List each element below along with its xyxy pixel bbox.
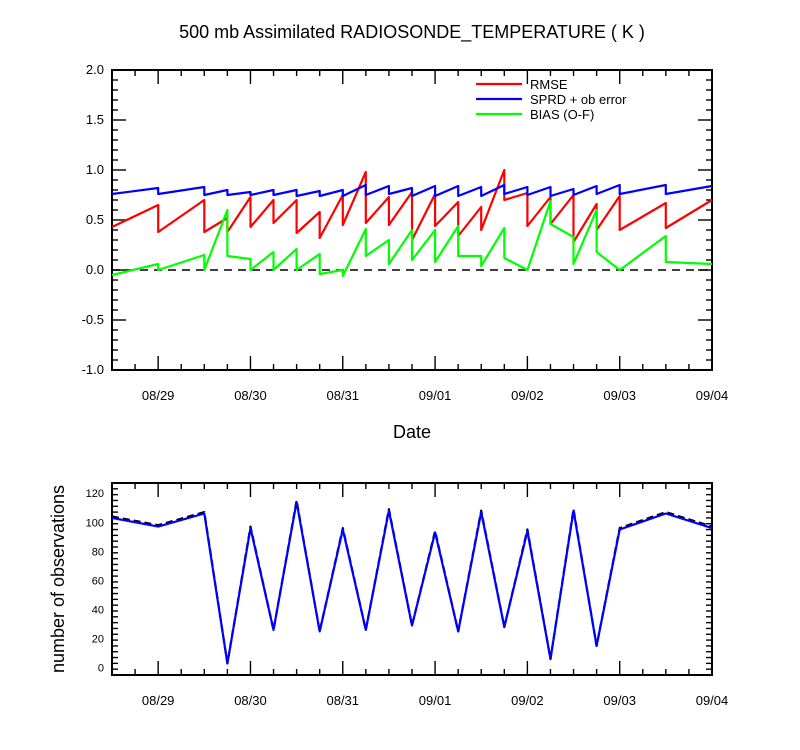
- y-tick-label: 120: [86, 488, 104, 500]
- x-tick-label: 08/30: [234, 388, 267, 403]
- bottom-ticks: [111, 482, 713, 676]
- x-tick-label: 09/02: [511, 693, 544, 708]
- y-tick-label: 60: [92, 575, 104, 587]
- y-tick-label: 40: [92, 605, 104, 617]
- top-series: [111, 168, 713, 278]
- x-tick-label: 09/03: [603, 693, 636, 708]
- y-tick-label: 100: [86, 517, 104, 529]
- series-line-obs-possible: [111, 499, 713, 665]
- chart-title: 500 mb Assimilated RADIOSONDE_TEMPERATUR…: [179, 22, 645, 43]
- y-tick-label: 2.0: [86, 62, 104, 77]
- legend-label: BIAS (O-F): [530, 107, 594, 122]
- top-ticks: [111, 69, 713, 371]
- x-tick-label: 09/04: [696, 693, 729, 708]
- y-tick-label: -0.5: [82, 312, 104, 327]
- y-tick-label: 1.0: [86, 162, 104, 177]
- x-tick-label: 08/31: [326, 693, 359, 708]
- y-tick-label: 1.5: [86, 112, 104, 127]
- y-tick-label: 0: [98, 663, 104, 675]
- x-tick-label: 08/29: [142, 693, 175, 708]
- x-tick-label: 08/31: [326, 388, 359, 403]
- series-line-sprd-ob-error: [111, 183, 713, 198]
- legend-label: SPRD + ob error: [530, 92, 627, 107]
- y-tick-label: 20: [92, 634, 104, 646]
- top-y-tick-labels: 2.0 1.5 1.0 0.5 0.0 -0.5 -1.0: [82, 62, 104, 377]
- x-tick-label: 09/01: [419, 388, 452, 403]
- bottom-panel: 0 20 40 60 80 100 120 08/29 08/30 08/31 09/01 09/0…: [48, 482, 728, 708]
- series-line-rmse: [111, 168, 713, 244]
- y-tick-label: 80: [92, 546, 104, 558]
- y-tick-label: 0.5: [86, 212, 104, 227]
- y-tick-label: 0.0: [86, 262, 104, 277]
- x-tick-label: 09/03: [603, 388, 636, 403]
- x-tick-label: 09/01: [419, 693, 452, 708]
- bottom-x-tick-labels: 08/29 08/30 08/31 09/01 09/02 09/03 09/04: [142, 693, 728, 708]
- x-tick-label: 08/30: [234, 693, 267, 708]
- legend-label: RMSE: [530, 77, 568, 92]
- bottom-series: [111, 499, 713, 665]
- x-tick-label: 08/29: [142, 388, 175, 403]
- series-line-obs-assimilated: [111, 500, 713, 665]
- x-tick-label: 09/02: [511, 388, 544, 403]
- y-axis-title-observations: number of observations: [48, 485, 68, 673]
- y-tick-label: -1.0: [82, 362, 104, 377]
- top-panel: 500 mb Assimilated RADIOSONDE_TEMPERATUR…: [82, 22, 729, 442]
- x-tick-label: 09/04: [696, 388, 729, 403]
- bottom-y-tick-labels: 0 20 40 60 80 100 120: [86, 488, 104, 675]
- series-line-bias-o-f: [111, 199, 713, 278]
- x-axis-title: Date: [393, 422, 431, 442]
- top-x-tick-labels: 08/29 08/30 08/31 09/01 09/02 09/03 09/04: [142, 388, 728, 403]
